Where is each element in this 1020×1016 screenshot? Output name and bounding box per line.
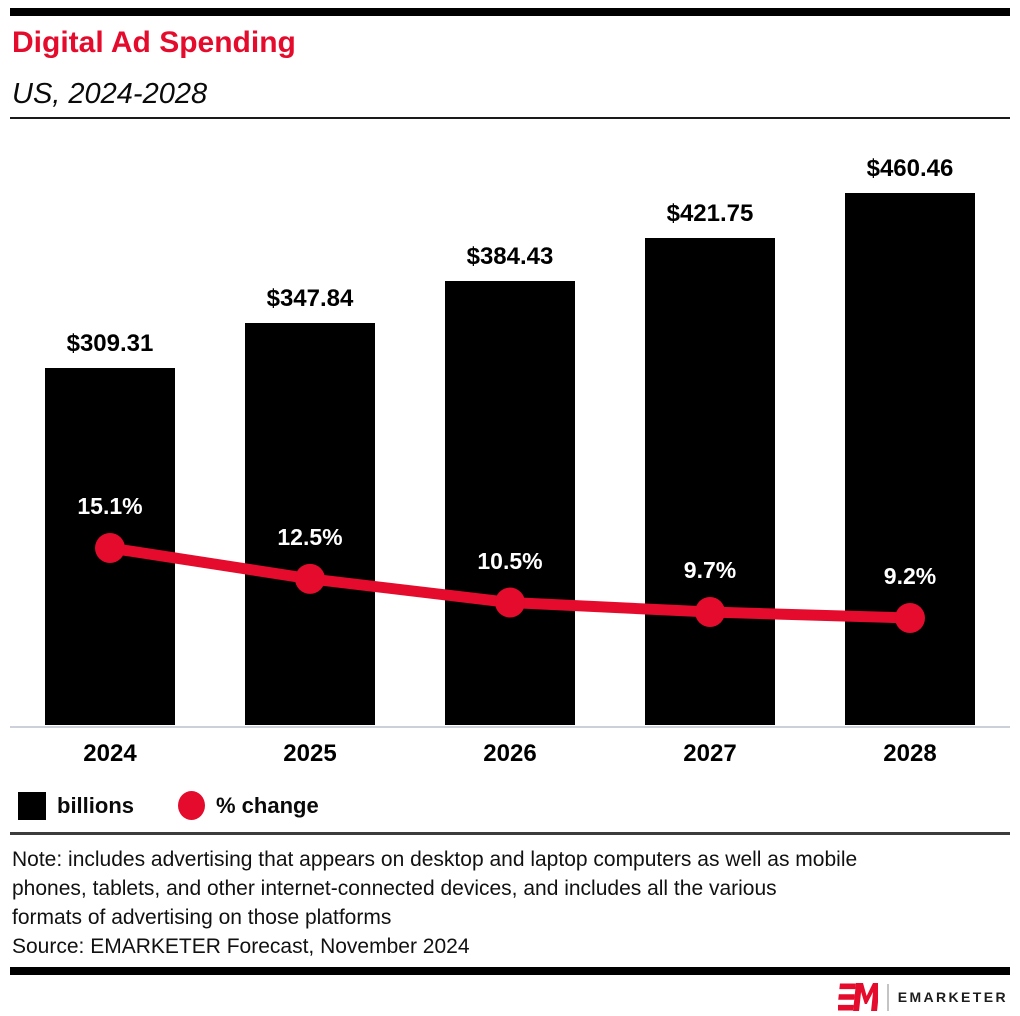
pct-change-label: 10.5% [477, 547, 543, 574]
pct-change-label: 12.5% [277, 523, 343, 550]
x-axis-tick-label: 2025 [283, 740, 337, 767]
pct-change-label: 9.7% [683, 557, 737, 584]
chart-subtitle: US, 2024-2028 [12, 78, 208, 110]
bar-2028 [845, 193, 975, 725]
x-axis-line [10, 726, 1010, 728]
note-line: formats of advertising on those platform… [12, 906, 392, 929]
bottom-rule-bar [10, 967, 1010, 975]
legend-label-pct-change: % change [216, 792, 319, 818]
x-axis-tick-label: 2028 [883, 740, 937, 767]
pct-change-label: 15.1% [77, 493, 143, 519]
source-line: Source: EMARKETER Forecast, November 202… [12, 935, 470, 958]
bar-value-label: $384.43 [466, 242, 554, 270]
legend-item-billions: billions [18, 791, 134, 820]
legend: billions % change [18, 791, 319, 820]
bar-2026 [445, 280, 575, 725]
billions-square-swatch-icon [18, 791, 46, 820]
note-divider [10, 832, 1010, 835]
logo-separator [886, 983, 889, 1011]
x-axis-tick-label: 2026 [483, 740, 537, 767]
note-line: Note: includes advertising that appears … [12, 848, 858, 871]
logo-wordmark: EMARKETER [897, 989, 1008, 1005]
top-rule-bar [10, 8, 1010, 16]
chart-title: Digital Ad Spending [12, 26, 296, 59]
bar-2025 [245, 323, 375, 725]
bar-value-label: $460.46 [866, 155, 954, 182]
legend-item-pct-change: % change [178, 791, 319, 820]
emarketer-logo: EMARKETER [837, 982, 1008, 1012]
legend-label-billions: billions [57, 792, 134, 818]
pct-change-label: 9.2% [883, 562, 937, 589]
notes-block: Note: includes advertising that appears … [12, 845, 997, 961]
header-divider [10, 117, 1010, 119]
em-monogram-icon [837, 983, 878, 1011]
bar-2024 [45, 367, 175, 725]
x-axis-tick-label: 2024 [83, 740, 137, 767]
bar-value-label: $347.84 [266, 285, 354, 313]
pct-change-circle-swatch-icon [178, 791, 205, 820]
x-axis-tick-label: 2027 [683, 740, 737, 767]
bar-value-label: $309.31 [66, 329, 154, 357]
bar-value-label: $421.75 [666, 199, 754, 227]
bar-2027 [645, 237, 775, 725]
note-line: phones, tablets, and other internet-conn… [12, 877, 777, 900]
